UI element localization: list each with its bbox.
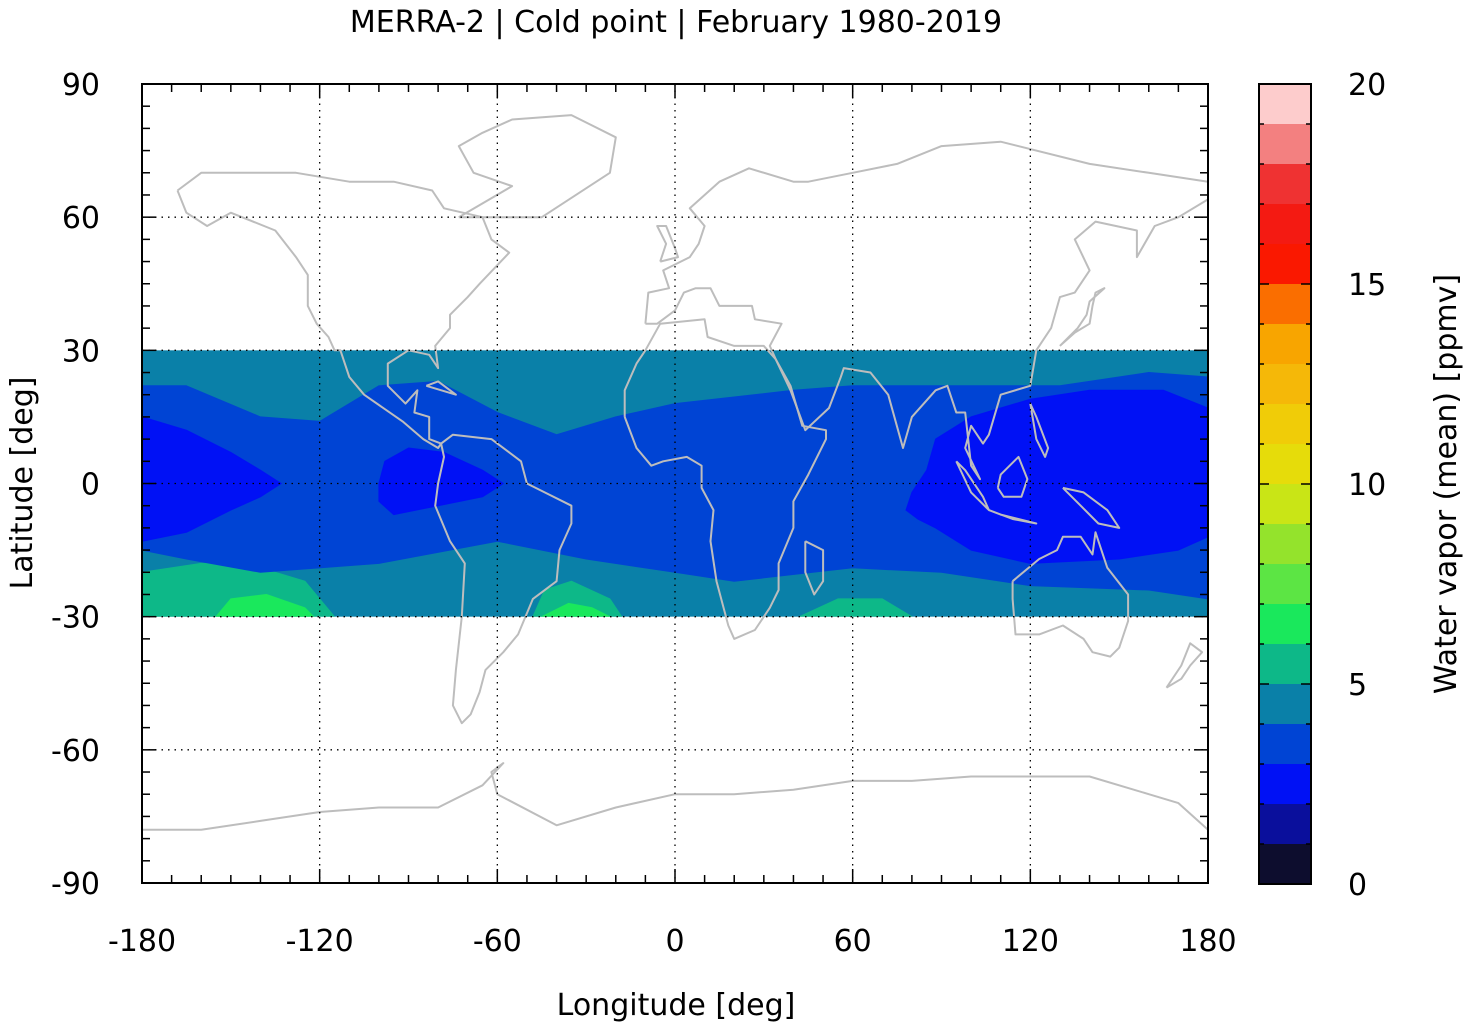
contour-region-4	[215, 594, 315, 617]
coastline-9	[996, 455, 1029, 498]
y-tick-label: 0	[81, 468, 100, 503]
y-axis-title: Latitude [deg]	[5, 377, 40, 590]
x-tick-labels: -180 -120 -60 0 60 120 180	[108, 924, 1237, 959]
plot-ticks	[141, 83, 1209, 884]
colorbar-level	[1259, 124, 1311, 164]
plot-frame	[141, 83, 1209, 884]
coastline-15	[425, 380, 457, 396]
colorbar-tick-label: 20	[1348, 68, 1386, 103]
x-tick-label: 60	[834, 924, 872, 959]
colorbar-level	[1259, 244, 1311, 284]
contour-region-8	[378, 447, 504, 516]
y-tick-label: -90	[51, 867, 100, 902]
coastline-1	[434, 433, 573, 725]
coastline-0	[176, 171, 511, 449]
colorbar-level	[1259, 164, 1311, 204]
x-tick-label: -60	[473, 924, 522, 959]
colorbar-level	[1259, 644, 1311, 684]
coastline-layer	[142, 114, 1209, 831]
coastline-13	[804, 540, 825, 596]
coastline-16	[1029, 403, 1050, 458]
contour-region-9	[905, 389, 1208, 564]
colorbar-tick-label: 0	[1348, 868, 1367, 903]
colorbar-level	[1259, 524, 1311, 564]
colorbar-level	[1259, 764, 1311, 804]
colorbar: 0 5 10 15 20 Water vapor (mean) [ppmv]	[1258, 68, 1464, 903]
contour-region-3	[798, 598, 913, 617]
colorbar-level	[1259, 604, 1311, 644]
contour-region-6	[142, 372, 1208, 600]
y-tick-label: 90	[62, 68, 100, 103]
colorbar-level	[1259, 364, 1311, 404]
coastline-4	[1011, 531, 1130, 658]
coastline-2	[623, 318, 827, 640]
contour-region-5	[541, 602, 611, 617]
coastline-6	[457, 114, 617, 219]
colorbar-levels	[1259, 84, 1311, 884]
y-tick-labels: -90 -60 -30 0 30 60 90	[51, 68, 100, 902]
colorbar-level	[1259, 324, 1311, 364]
coastline-14	[1165, 642, 1204, 689]
grid-layer	[142, 84, 1208, 883]
colorbar-tick-label: 5	[1348, 668, 1367, 703]
coastline-5	[142, 762, 1209, 831]
coastline-7	[955, 460, 990, 512]
x-tick-label: -180	[108, 924, 176, 959]
y-tick-label: -30	[51, 601, 100, 636]
coastline-8	[988, 509, 1038, 525]
colorbar-frame	[1258, 83, 1312, 885]
y-tick-label: 30	[62, 334, 100, 369]
colorbar-tick-label: 10	[1348, 468, 1386, 503]
coastline-10	[1062, 486, 1121, 529]
colorbar-level	[1259, 844, 1311, 884]
colorbar-tick-labels: 0 5 10 15 20	[1348, 68, 1386, 903]
coastline-12	[656, 225, 679, 263]
x-tick-label: -120	[286, 924, 354, 959]
colorbar-level	[1259, 804, 1311, 844]
x-tick-label: 0	[665, 924, 684, 959]
chart-title: MERRA-2 | Cold point | February 1980-201…	[350, 5, 1002, 40]
colorbar-level	[1259, 564, 1311, 604]
colorbar-level	[1259, 204, 1311, 244]
colorbar-level	[1259, 444, 1311, 484]
contour-region-2	[532, 580, 623, 617]
colorbar-level	[1259, 284, 1311, 324]
x-tick-label: 180	[1179, 924, 1236, 959]
coastline-11	[1059, 287, 1106, 347]
colorbar-level	[1259, 484, 1311, 524]
colorbar-tick-label: 15	[1348, 268, 1386, 303]
x-tick-label: 120	[1002, 924, 1059, 959]
colorbar-level	[1259, 84, 1311, 124]
coastline-3	[644, 140, 1209, 481]
x-axis-title: Longitude [deg]	[557, 988, 796, 1023]
colorbar-title: Water vapor (mean) [ppmv]	[1429, 274, 1464, 694]
colorbar-level	[1259, 404, 1311, 444]
y-tick-label: -60	[51, 734, 100, 769]
colorbar-level	[1259, 684, 1311, 724]
colorbar-level	[1259, 724, 1311, 764]
map-plot-area	[141, 83, 1209, 884]
contour-region-7	[142, 416, 282, 542]
y-tick-label: 60	[62, 201, 100, 236]
